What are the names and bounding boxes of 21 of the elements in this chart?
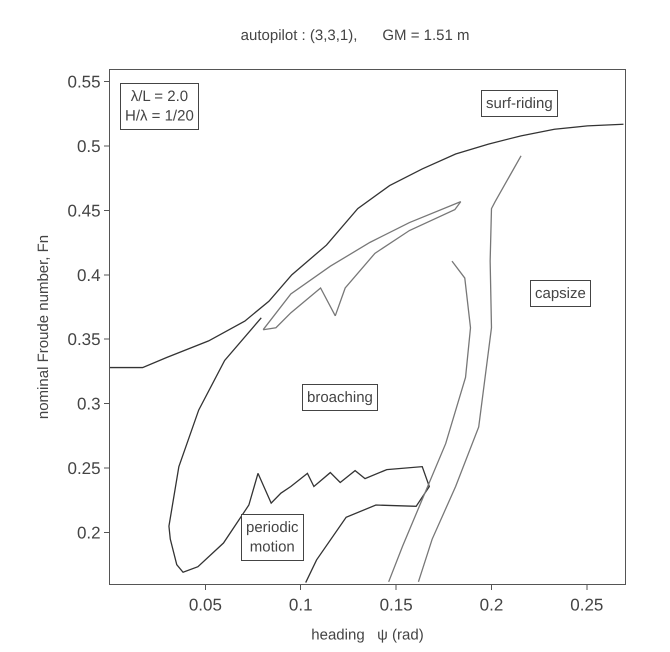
x-tick-label: 0.05 [188, 595, 222, 614]
x-axis-title: heading ψ (rad) [311, 626, 424, 644]
annotation: surf-riding [486, 95, 553, 112]
x-tick-label: 0.2 [480, 595, 504, 614]
x-tick-label: 0.25 [570, 595, 604, 614]
y-tick-label: 0.45 [68, 201, 101, 220]
annotation: broaching [307, 389, 373, 406]
annotation: periodic motion [246, 519, 300, 556]
y-tick-label: 0.3 [76, 394, 101, 414]
x-tick-label: 0.1 [288, 595, 313, 614]
y-tick-label: 0.55 [68, 72, 101, 92]
y-tick-label: 0.2 [76, 523, 101, 542]
chart-title: autopilot : (3,3,1), GM = 1.51 m [240, 26, 470, 44]
y-tick-label: 0.25 [68, 459, 101, 478]
annotation: capsize [535, 285, 586, 302]
y-axis-title: nominal Froude number, Fn [34, 234, 52, 420]
y-tick-label: 0.4 [76, 266, 101, 285]
annotation: λ/L = 2.0 H/λ = 1/20 [125, 88, 194, 124]
y-tick-label: 0.35 [68, 330, 101, 350]
y-tick-label: 0.5 [76, 136, 101, 156]
x-tick-label: 0.15 [380, 595, 413, 614]
